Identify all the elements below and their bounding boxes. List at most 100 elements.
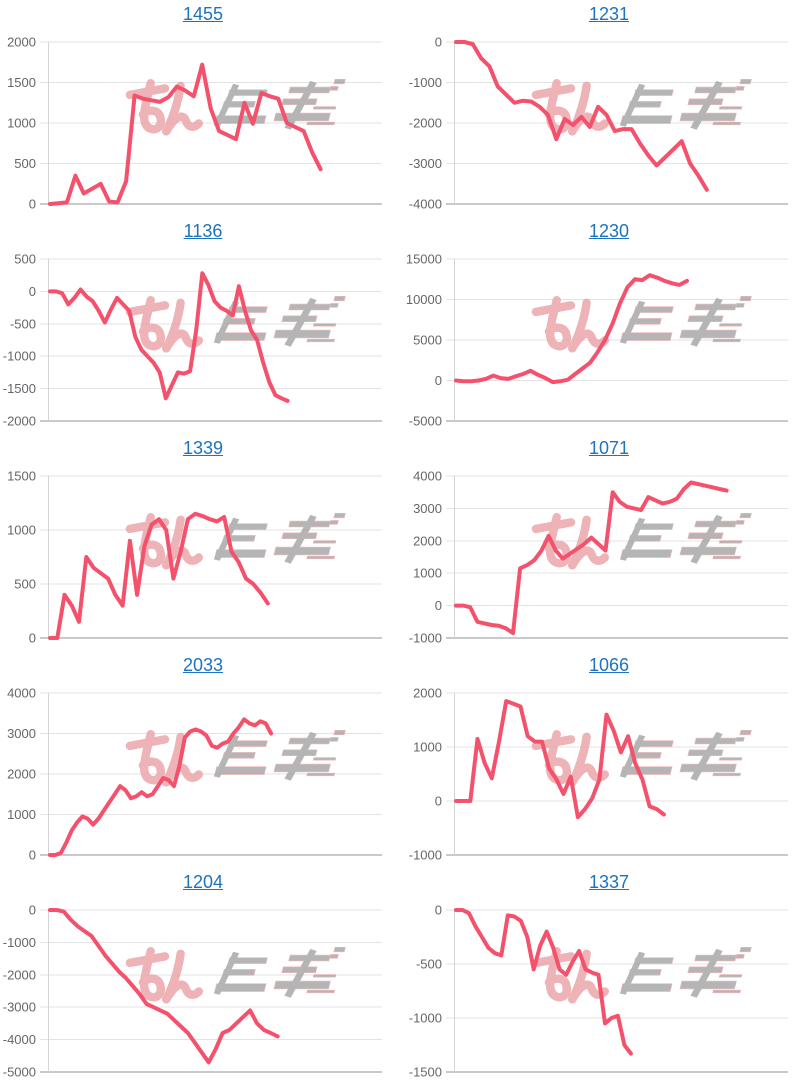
y-tick-label: -1500 [3,381,36,396]
line-chart: 0 -1000 -2000 -3000 -4000 -5000 [3,903,382,1080]
line-chart: 4000 3000 2000 1000 0 -1000 [409,469,788,646]
y-tick-label: 0 [29,631,36,646]
data-line [48,908,280,1065]
y-tick-label: 1000 [413,566,442,581]
y-tick-label: 0 [29,284,36,299]
y-tick-label: 1000 [7,116,36,131]
watermark-minrepo [130,947,345,999]
y-tick-label: -500 [10,316,36,331]
y-tick-label: 1000 [7,523,36,538]
data-line [48,717,274,857]
line-chart: 0 -1000 -2000 -3000 -4000 [409,35,788,212]
chart-cell: 1204 0 -1000 -2000 -3000 -4000 -5000 [0,868,406,1085]
data-line [454,480,729,636]
chart-cell: 2033 4000 3000 2000 1000 0 [0,651,406,868]
y-tick-label: 0 [29,848,36,863]
y-tick-label: 4000 [7,686,36,701]
watermark-minrepo [130,730,345,782]
chart-title-row: 1337 [406,868,812,898]
data-line [454,273,689,385]
y-tick-label: 0 [435,373,442,388]
y-tick-label: 2000 [7,35,36,50]
y-tick-label: -1000 [409,848,442,863]
chart-cell: 1231 0 -1000 -2000 -3000 -4000 [406,0,812,217]
chart-title-row: 1230 [406,217,812,247]
y-tick-label: -1000 [409,75,442,90]
y-tick-label: -4000 [409,197,442,212]
chart-title-row: 1071 [406,434,812,464]
watermark-minrepo [536,296,751,348]
y-tick-label: 4000 [413,469,442,484]
chart-title-link[interactable]: 1071 [588,438,630,459]
y-tick-label: 1000 [413,740,442,755]
chart-title-link[interactable]: 2033 [182,655,224,676]
chart-title-link[interactable]: 1204 [182,872,224,893]
y-tick-label: 1500 [7,469,36,484]
chart-cell: 1337 0 -500 -1000 -1500 [406,868,812,1085]
chart-title-link[interactable]: 1339 [182,438,224,459]
y-tick-label: -1500 [409,1065,442,1080]
y-tick-label: 500 [14,156,36,171]
y-tick-label: 0 [435,903,442,918]
y-tick-label: -1000 [3,935,36,950]
chart-title-link[interactable]: 1136 [183,221,223,242]
data-line [454,908,633,1056]
y-tick-label: -5000 [409,414,442,429]
y-tick-label: 3000 [413,501,442,516]
y-tick-label: 1000 [7,807,36,822]
line-chart: 0 -500 -1000 -1500 [409,903,788,1080]
chart-title-link[interactable]: 1337 [588,872,630,893]
y-tick-label: 500 [14,252,36,267]
chart-title-row: 1455 [0,0,406,30]
chart-cell: 1455 2000 1500 1000 500 0 [0,0,406,217]
y-tick-label: 2000 [413,533,442,548]
line-chart: 500 0 -500 -1000 -1500 -2000 [3,252,382,429]
chart-cell: 1230 15000 10000 5000 0 -5000 [406,217,812,434]
line-chart: 4000 3000 2000 1000 0 [7,686,382,863]
y-tick-label: 2000 [7,767,36,782]
chart-title-row: 2033 [0,651,406,681]
watermark-minrepo [536,513,751,565]
line-chart: 2000 1000 0 -1000 [409,686,788,863]
chart-cell: 1136 500 0 -500 -1000 -1500 -2000 [0,217,406,434]
line-chart: 15000 10000 5000 0 -5000 [406,252,788,429]
chart-title-link[interactable]: 1066 [588,655,630,676]
y-tick-label: -2000 [3,414,36,429]
chart-title-row: 1204 [0,868,406,898]
y-tick-label: 5000 [413,333,442,348]
chart-title-row: 1231 [406,0,812,30]
y-tick-label: -3000 [3,1000,36,1015]
y-tick-label: 500 [14,577,36,592]
data-line [48,271,290,403]
chart-cell: 1339 1500 1000 500 0 [0,434,406,651]
y-tick-label: 15000 [406,252,442,267]
line-chart: 2000 1500 1000 500 0 [7,35,382,212]
y-tick-label: -3000 [409,156,442,171]
chart-title-link[interactable]: 1230 [588,221,630,242]
y-tick-label: 0 [435,35,442,50]
y-tick-label: 10000 [406,292,442,307]
y-tick-label: 0 [29,903,36,918]
data-line [48,511,270,640]
y-tick-label: -1000 [409,631,442,646]
y-tick-label: 0 [435,598,442,613]
data-line [454,40,709,192]
y-tick-label: -500 [416,957,442,972]
chart-title-row: 1066 [406,651,812,681]
y-tick-label: 0 [29,197,36,212]
y-tick-label: -5000 [3,1065,36,1080]
chart-title-link[interactable]: 1455 [182,4,224,25]
chart-cell: 1071 4000 3000 2000 1000 0 -1000 [406,434,812,651]
y-tick-label: -1000 [409,1011,442,1026]
chart-title-link[interactable]: 1231 [588,4,630,25]
y-tick-label: 2000 [413,686,442,701]
y-tick-label: 3000 [7,726,36,741]
y-tick-label: -4000 [3,1032,36,1047]
y-tick-label: -1000 [3,349,36,364]
y-tick-label: -2000 [3,967,36,982]
y-tick-label: -2000 [409,116,442,131]
y-tick-label: 0 [435,794,442,809]
line-chart: 1500 1000 500 0 [7,469,382,646]
data-line [454,699,666,820]
